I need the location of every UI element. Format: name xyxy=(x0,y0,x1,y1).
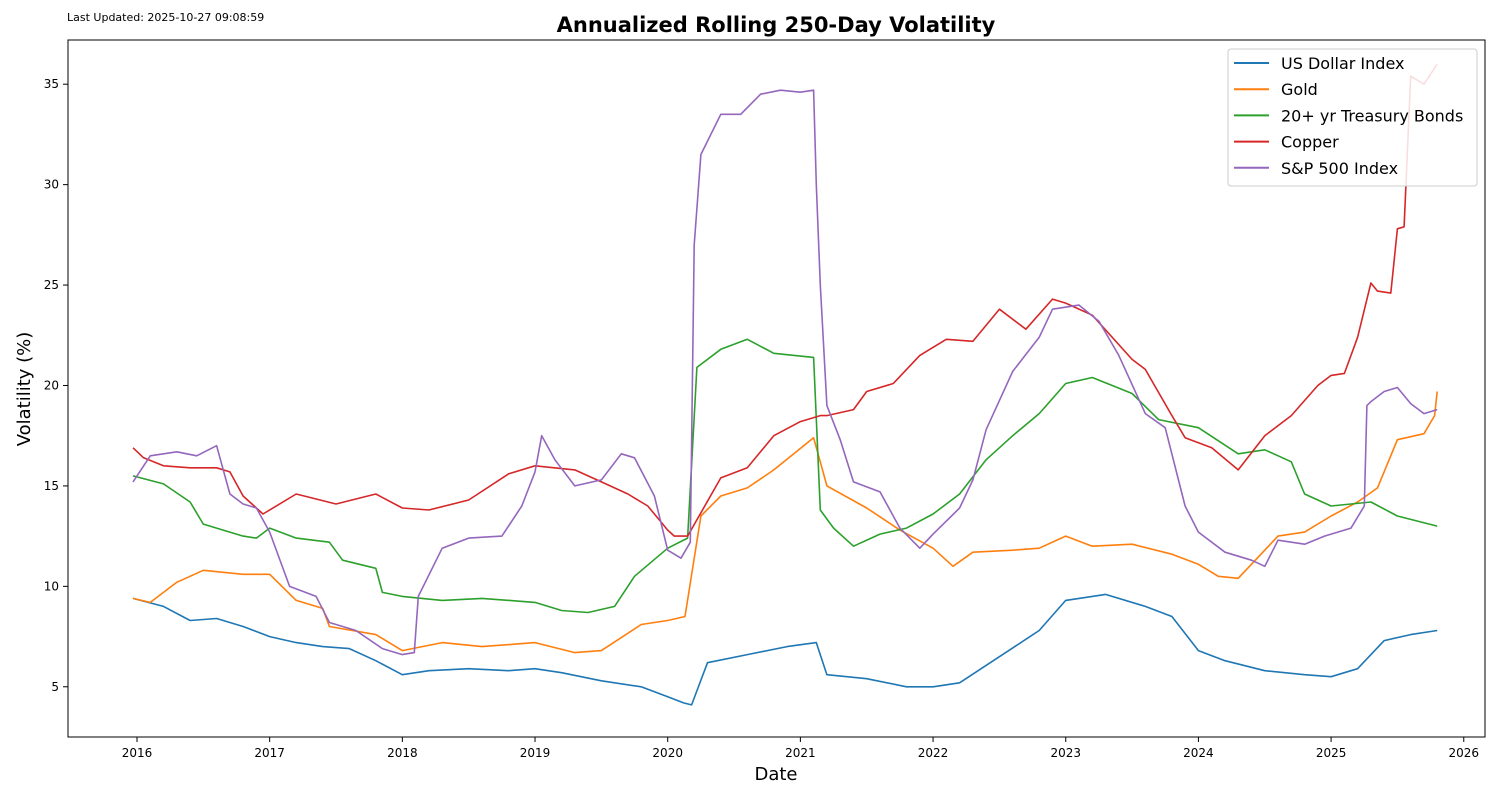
y-axis-label: Volatility (%) xyxy=(14,332,35,447)
x-tick-label: 2023 xyxy=(1050,746,1081,760)
series-line-copper xyxy=(132,63,1438,537)
chart-title: Annualized Rolling 250-Day Volatility xyxy=(557,13,996,37)
series-line-us-dollar-index xyxy=(132,593,1438,706)
series-layer xyxy=(132,63,1438,706)
x-tick-label: 2016 xyxy=(122,746,153,760)
y-tick-label: 10 xyxy=(44,579,59,593)
y-tick-label: 25 xyxy=(44,278,59,292)
plot-frame xyxy=(67,39,1486,738)
x-tick-label: 2026 xyxy=(1448,746,1479,760)
series-line-gold xyxy=(132,391,1438,654)
x-tick-label: 2021 xyxy=(785,746,816,760)
last-updated-timestamp: Last Updated: 2025-10-27 09:08:59 xyxy=(67,11,265,24)
y-tick-label: 15 xyxy=(44,479,59,493)
legend-label-gold: Gold xyxy=(1281,80,1318,99)
x-tick-label: 2017 xyxy=(254,746,285,760)
legend-label-copper: Copper xyxy=(1281,133,1339,152)
x-tick-label: 2024 xyxy=(1183,746,1214,760)
series-line-s-p-500-index xyxy=(132,89,1438,656)
series-line-20-yr-treasury-bonds xyxy=(132,338,1438,614)
legend-label-20-yr-treasury-bonds: 20+ yr Treasury Bonds xyxy=(1281,106,1463,125)
x-tick-label: 2018 xyxy=(387,746,418,760)
x-tick-label: 2025 xyxy=(1316,746,1347,760)
y-tick-label: 35 xyxy=(44,77,59,91)
y-tick-label: 5 xyxy=(51,680,59,694)
x-tick-label: 2020 xyxy=(652,746,683,760)
y-tick-label: 30 xyxy=(44,178,59,192)
legend-box xyxy=(1227,48,1478,187)
legend-label-us-dollar-index: US Dollar Index xyxy=(1281,54,1404,73)
axis-layer: 2016 2017 2018 2019 2020 2021 2022 2023 2024 2025… xyxy=(44,77,1479,760)
legend: US Dollar Index Gold 20+ yr Treasury Bonds… xyxy=(1227,48,1478,187)
x-tick-label: 2019 xyxy=(520,746,551,760)
x-tick-label: 2022 xyxy=(918,746,949,760)
y-tick-label: 20 xyxy=(44,378,59,392)
x-axis-label: Date xyxy=(754,764,797,785)
legend-label-s-p-500-index: S&P 500 Index xyxy=(1281,159,1398,178)
